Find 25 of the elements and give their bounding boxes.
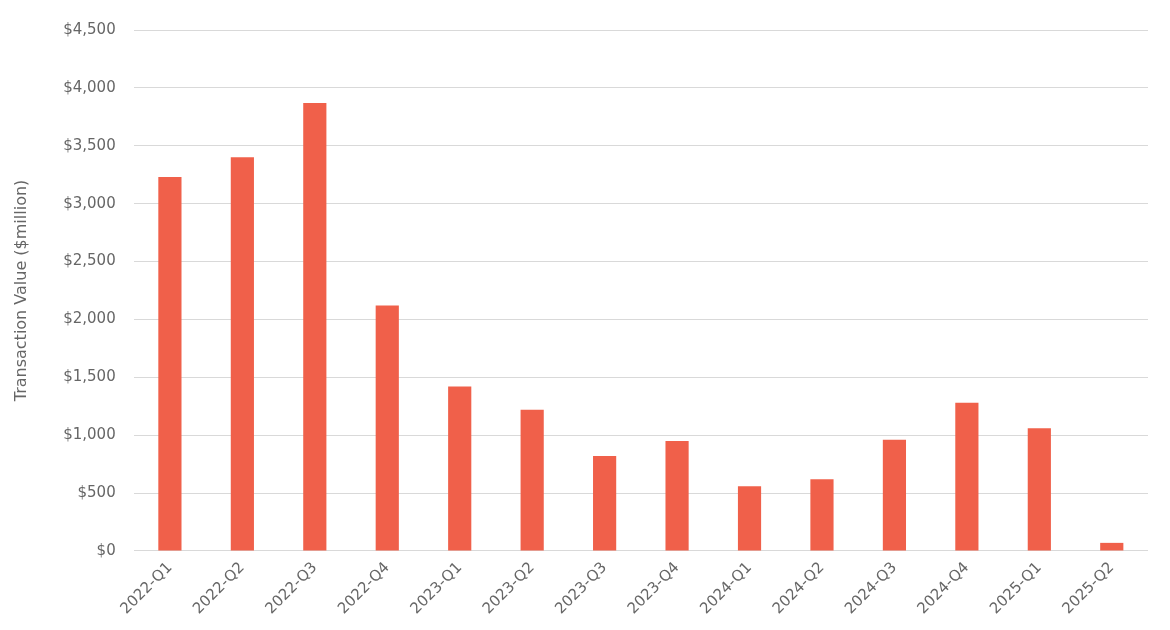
bar	[1100, 542, 1124, 551]
y-tick-label: $1,000	[63, 425, 116, 444]
bar	[810, 479, 834, 551]
y-tick-label: $500	[77, 482, 116, 501]
y-tick-label: $3,000	[63, 193, 116, 212]
y-tick-label: $2,000	[63, 309, 116, 328]
bar	[882, 439, 907, 551]
bar	[158, 177, 182, 551]
y-tick-label: $1,500	[63, 367, 116, 386]
y-tick-label: $2,500	[63, 251, 116, 270]
bar	[448, 386, 472, 551]
bar	[737, 486, 762, 551]
bar	[520, 409, 544, 551]
y-tick-label: $4,500	[63, 19, 116, 38]
bar	[593, 456, 617, 551]
y-axis-title: Transaction Value ($million)	[10, 179, 30, 403]
bar	[1027, 428, 1051, 551]
y-tick-label: $3,500	[63, 135, 116, 154]
y-tick-label: $0	[96, 540, 116, 559]
bar	[955, 402, 979, 551]
bar	[665, 440, 689, 551]
bar	[230, 157, 254, 551]
y-tick-label: $4,000	[63, 77, 116, 96]
bar	[375, 305, 399, 551]
bar	[303, 102, 327, 551]
